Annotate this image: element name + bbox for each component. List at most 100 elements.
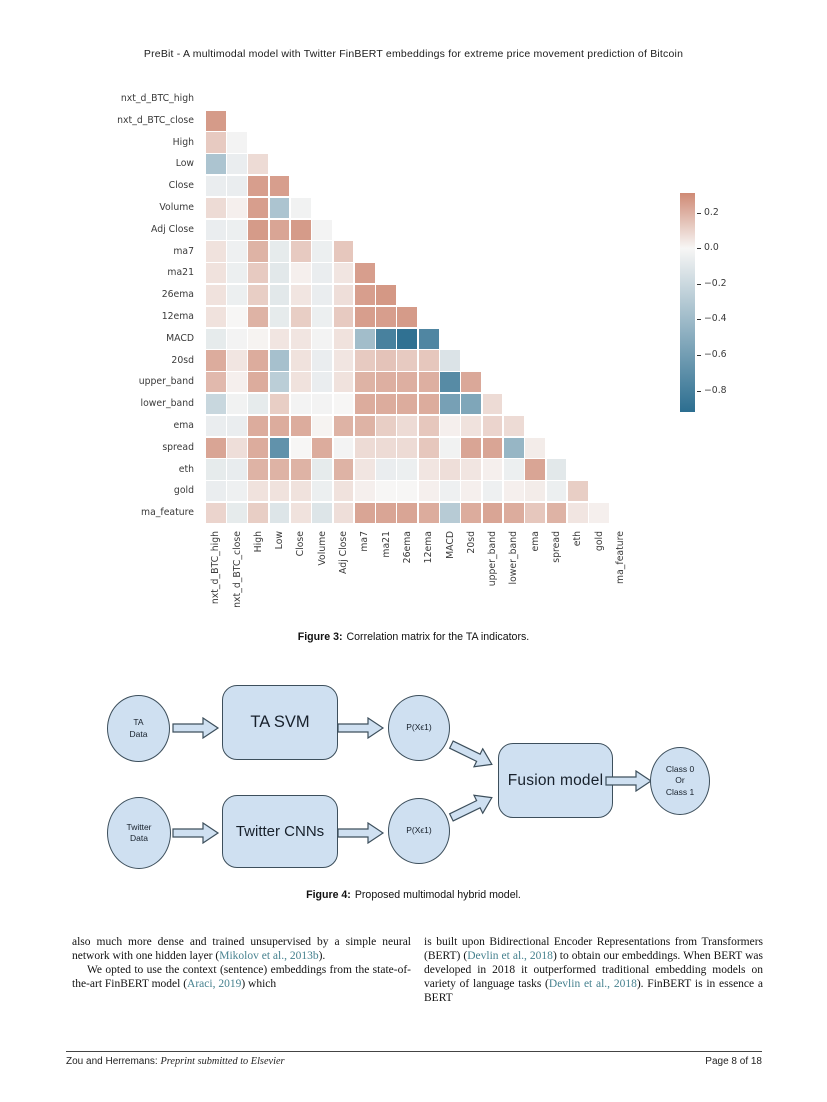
heatmap-cell [354,350,375,371]
heatmap-cell [333,263,354,284]
heatmap-cell [461,437,482,458]
y-tick-label: Adj Close [151,223,194,235]
heatmap-cell [376,350,396,371]
heatmap-cell [397,459,418,480]
text-run: is built upon Bidirectional Encoder Repr… [424,936,763,962]
heatmap-cell [290,350,311,371]
x-tick-label: 26ema [401,531,413,564]
x-tick-label: MACD [444,531,456,559]
colorbar-tick-mark [697,283,701,285]
citation-link[interactable]: Mikolov et al., 2013b [219,949,319,962]
heatmap-cell [248,328,269,349]
heatmap-cell [290,284,311,306]
heatmap-cell [376,502,396,524]
heatmap-cell [227,175,247,197]
heatmap-cell [354,459,375,480]
heatmap-cell [333,372,354,393]
heatmap-cell [248,263,269,284]
x-tick-label: upper_band [487,531,499,587]
heatmap-cell [546,502,567,524]
heatmap-cell [227,372,247,393]
heatmap-cell [269,437,290,458]
x-tick-label: High [252,531,264,553]
x-tick-label: Close [295,531,307,557]
heatmap-cell [269,459,290,480]
heatmap-cell [312,219,333,240]
heatmap-cell [269,393,290,415]
heatmap-cell [482,393,503,415]
heatmap-y-axis: nxt_d_BTC_high nxt_d_BTC_close High Low Clos… [0,88,200,524]
heatmap-cell [248,393,269,415]
heatmap-cell [461,393,482,415]
colorbar-tick-label: 0.2 [704,206,719,218]
heatmap-cell [354,437,375,458]
text-run: ). FinBERT is in essence a BERT [424,977,763,1004]
arrow-ta-data-to-svm [168,717,224,739]
heatmap-cell [269,328,290,349]
heatmap-cell [397,350,418,371]
heatmap-cell [205,197,226,219]
heatmap-cell [333,437,354,458]
heatmap-cell [482,437,503,458]
heatmap-cell [248,175,269,197]
heatmap-cell [354,415,375,437]
heatmap-cell [418,502,439,524]
heatmap-cell [312,306,333,328]
x-tick-label: ma7 [359,531,371,552]
heatmap-cell [567,481,588,502]
citation-link[interactable]: Araci, 2019 [187,977,242,990]
heatmap-cell [312,350,333,371]
x-tick-label: 20sd [465,531,477,554]
heatmap-cell [376,372,396,393]
heatmap-cell [461,502,482,524]
x-tick-label: ema [529,531,541,552]
paragraph: is built upon Bidirectional Encoder Repr… [424,936,763,1006]
heatmap-cell [354,263,375,284]
heatmap-cell [290,415,311,437]
y-tick-label: nxt_d_BTC_high [120,93,194,104]
citation-link[interactable]: Devlin et al., 2018 [548,977,637,990]
heatmap-cell [290,197,311,219]
heatmap-cell [227,328,247,349]
heatmap-cell [227,415,247,437]
node-twitter-cnns: Twitter CNNs [222,795,338,868]
heatmap-cell [227,481,247,502]
heatmap-cell [269,350,290,371]
arrow-p-top-to-fusion [441,732,503,777]
heatmap-cell [418,415,439,437]
colorbar-tick-label: −0.2 [704,277,727,289]
heatmap-cell [354,372,375,393]
heatmap-cell [248,350,269,371]
colorbar-tick-label: −0.8 [704,384,727,396]
arrow-cnns-to-p [333,822,389,844]
heatmap-cell [312,241,333,262]
footer-authors: Zou and Herremans: Preprint submitted to… [66,1056,285,1067]
node-ta-data: TA Data [107,695,170,762]
heatmap-cell [290,393,311,415]
heatmap-cell [269,175,290,197]
text-column-left: also much more dense and trained unsuper… [72,936,411,992]
heatmap-cell [418,372,439,393]
heatmap-cell [418,481,439,502]
heatmap-cell [248,241,269,262]
heatmap-cell [269,481,290,502]
heatmap-cell [482,481,503,502]
heatmap-cell [248,502,269,524]
heatmap-cell [567,502,588,524]
page-footer: Zou and Herremans: Preprint submitted to… [66,1056,762,1067]
arrow-twitter-data-to-cnns [168,822,224,844]
citation-link[interactable]: Devlin et al., 2018 [467,949,553,962]
heatmap-cell [461,415,482,437]
heatmap-cell [312,459,333,480]
heatmap-cell [376,437,396,458]
heatmap-cell [227,393,247,415]
heatmap-cell [205,263,226,284]
heatmap-cell [269,241,290,262]
heatmap-cell [290,241,311,262]
heatmap-cell [440,459,460,480]
heatmap-cell [248,219,269,240]
heatmap-cell [227,437,247,458]
heatmap-cell [525,459,546,480]
heatmap-x-axis: nxt_d_BTC_high nxt_d_BTC_close High Low Clos… [205,529,631,624]
heatmap-cell [205,306,226,328]
